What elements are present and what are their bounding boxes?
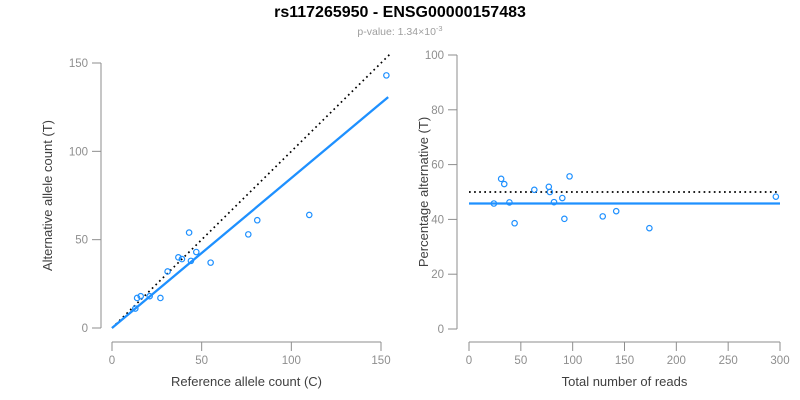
y-tick-label: 50 — [75, 235, 88, 247]
data-point — [137, 292, 144, 300]
data-point — [185, 229, 193, 236]
plot-title: rs117265950 - ENSG00000157483 — [274, 4, 526, 21]
data-point — [612, 207, 620, 215]
x-tick-label: 0 — [109, 355, 115, 367]
data-point — [192, 248, 200, 256]
y-tick-label: 20 — [431, 269, 444, 281]
data-point — [599, 213, 607, 220]
x-tick-label: 100 — [563, 355, 582, 367]
x-tick-label: 100 — [282, 355, 301, 367]
x-tick-label: 200 — [667, 355, 686, 367]
plot-subtitle: p-value: 1.34×10-3 — [0, 24, 800, 38]
data-point — [490, 200, 498, 207]
data-point — [157, 294, 164, 302]
x-tick-label: 50 — [514, 355, 527, 367]
allele-count-plot: 0 50 100 150 0 50 100 150 Reference allele count… — [40, 53, 391, 389]
data-point — [566, 173, 573, 180]
y-tick-label: 80 — [431, 105, 444, 117]
data-point — [559, 194, 566, 202]
y-tick-label: 0 — [82, 323, 88, 335]
data-point — [383, 72, 390, 79]
data-point — [497, 175, 505, 183]
data-point — [545, 183, 553, 191]
data-point — [550, 198, 558, 206]
data-point — [305, 211, 313, 219]
data-point — [531, 186, 538, 194]
data-point — [772, 193, 780, 200]
data-point — [646, 224, 653, 232]
x-tick-label: 50 — [195, 355, 208, 367]
x-tick-label: 150 — [615, 355, 634, 367]
pvalue-exponent: -3 — [435, 24, 443, 33]
identity-reference-line — [111, 53, 391, 329]
x-axis-title: Total number of reads — [562, 374, 688, 389]
x-tick-label: 250 — [719, 355, 738, 367]
data-point — [187, 257, 195, 265]
data-point — [178, 255, 186, 263]
y-axis-title: Alternative allele count (T) — [40, 120, 55, 271]
data-point — [133, 294, 141, 302]
x-axis-title: Reference allele count (C) — [171, 374, 322, 389]
x-tick-label: 0 — [466, 355, 472, 367]
y-tick-label: 100 — [425, 50, 444, 62]
data-point — [500, 180, 508, 188]
data-point — [546, 188, 554, 196]
data-point — [164, 268, 171, 275]
data-point — [561, 215, 568, 223]
allelic-ratio-fit-line — [111, 96, 389, 329]
y-tick-label: 60 — [431, 160, 444, 172]
data-point — [132, 305, 139, 312]
y-axis-title: Percentage alternative (T) — [416, 117, 431, 267]
y-tick-label: 40 — [431, 214, 444, 226]
pvalue-text: p-value: 1.34×10 — [357, 26, 436, 38]
data-point — [146, 292, 153, 300]
y-tick-label: 0 — [438, 324, 444, 336]
data-point — [207, 259, 214, 266]
y-tick-label: 150 — [69, 58, 88, 70]
data-point — [506, 199, 513, 206]
data-point — [244, 231, 252, 238]
data-point — [175, 254, 182, 261]
data-point — [253, 216, 261, 224]
data-point — [511, 219, 518, 227]
x-tick-label: 300 — [770, 355, 789, 367]
percentage-alternative-plot: 0 20 40 60 80 100 0 50 100 150 200 250 300 Total numb… — [416, 50, 790, 389]
y-tick-label: 100 — [69, 146, 88, 158]
x-tick-label: 150 — [371, 355, 390, 367]
